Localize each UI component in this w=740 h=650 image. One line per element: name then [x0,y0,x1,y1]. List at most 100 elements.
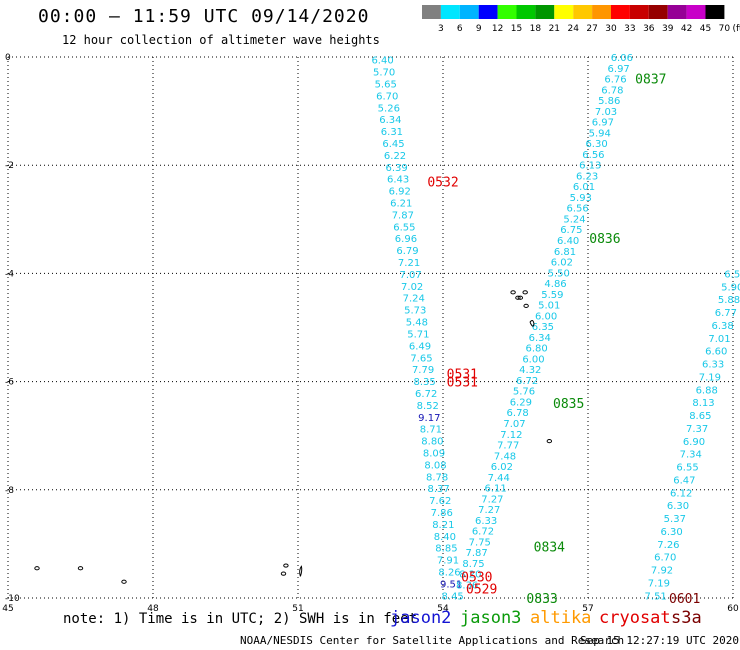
swh-value: 6.70 [654,553,676,564]
swh-value: 8.36 [456,580,478,591]
swh-value: 6.33 [702,360,724,371]
island-shape [515,295,521,300]
swh-value: 6.43 [387,175,409,186]
swh-value: 5.71 [407,329,429,340]
swh-value: 6.49 [409,341,431,352]
swh-value: 5.70 [373,68,395,79]
swh-value: 8.80 [421,437,443,448]
swh-value: 7.77 [497,441,519,452]
time-label: 0529 [466,582,497,597]
swh-value: 8.40 [434,532,456,543]
units-note: note: 1) Time is in UTC; 2) SWH is in fe… [63,611,418,627]
swh-value: 6.88 [696,385,718,396]
swh-value: 6.72 [516,376,538,387]
colorbar-swatch [440,5,460,19]
swh-value: 6.01 [573,182,595,193]
swh-value: 8.45 [442,591,464,602]
swh-value: 7.44 [488,473,510,484]
colorbar-label: 12 [492,24,503,34]
swh-value: 6.72 [415,389,437,400]
colorbar-swatch [629,5,649,19]
swh-value: 6.12 [670,488,692,499]
swh-value: 6.90 [683,437,705,448]
swh-value: 5.50 [548,268,570,279]
swh-value: 7.65 [410,353,432,364]
colorbar-label: 36 [643,24,655,34]
y-tick-label: -10 [5,594,20,604]
colorbar-swatch [705,5,725,19]
island-shape [529,320,535,327]
swh-value: 6.78 [507,408,529,419]
swh-value: 6.35 [532,322,554,333]
swh-value: 6.34 [529,333,551,344]
swh-value: 6.70 [376,91,398,102]
time-label: 0835 [553,397,584,412]
colorbar-swatch [667,5,687,19]
colorbar-label: 45 [700,24,711,34]
swh-value: 6.40 [557,236,579,247]
colorbar-label: 15 [511,24,522,34]
colorbar-swatch [422,5,441,19]
y-tick-label: 0 [5,53,11,63]
colorbar-swatch [611,5,630,19]
swh-value: 6.33 [475,516,497,527]
swh-value: 7.75 [469,537,491,548]
swh-value: 8.26 [438,567,460,578]
swh-value: 6.60 [705,347,727,358]
swh-value: 8.78 [426,472,448,483]
swh-value: 7.87 [392,210,414,221]
swh-value: 9.51 [440,579,462,590]
colorbar-swatch [686,5,706,19]
legend-jason2: jason2 [390,608,452,628]
swh-value: 6.22 [384,151,406,162]
swh-value: 5.24 [563,214,585,225]
swh-value: 8.09 [423,448,445,459]
swh-value: 6.56 [582,150,604,161]
island-shape [280,571,287,576]
y-tick-label: -8 [5,486,14,496]
swh-value: 8.85 [435,544,457,555]
colorbar-swatch [516,5,536,19]
island-shape [522,290,528,295]
legend-altika: altika [530,608,592,628]
time-label: 0833 [526,592,557,607]
swh-value: 8.20 [459,570,481,581]
swh-value: 7.27 [481,494,503,505]
chart-subtitle: 12 hour collection of altimeter wave hei… [62,33,380,47]
swh-value: 7.03 [595,107,617,118]
y-tick-label: -2 [5,161,14,171]
swh-value: 8.52 [417,401,439,412]
swh-value: 5.26 [378,103,400,114]
swh-value: 8.13 [692,398,714,409]
colorbar-label: 18 [530,24,542,34]
swh-value: 8.35 [414,377,436,388]
swh-value: 7.62 [429,496,451,507]
swh-value: 8.37 [428,484,450,495]
colorbar-label: 24 [567,24,579,34]
swh-value: 6.06 [611,53,633,64]
swh-value: 6.02 [491,462,513,473]
time-label: 0531 [447,367,478,382]
colorbar-swatch [554,5,574,19]
swh-value: 6.23 [576,171,598,182]
island-shape [121,579,127,584]
swh-value: 7.37 [686,424,708,435]
swh-value: 6.81 [554,247,576,258]
swh-value: 6.80 [525,344,547,355]
swh-value: 6.55 [676,463,698,474]
swh-value: 5.59 [541,290,563,301]
swh-value: 6.52 [724,269,740,280]
swh-value: 6.29 [510,397,532,408]
swh-value: 6.79 [396,246,418,257]
colorbar-label: 21 [549,24,560,34]
swh-value: 6.11 [484,484,506,495]
swh-value: 6.97 [592,118,614,129]
swh-value: 8.21 [432,520,454,531]
swh-value: 6.96 [395,234,417,245]
swh-value: 6.55 [393,222,415,233]
swh-value: 5.94 [589,128,611,139]
swh-value: 6.00 [535,311,557,322]
time-label: 0836 [589,232,620,247]
swh-value: 7.27 [478,505,500,516]
